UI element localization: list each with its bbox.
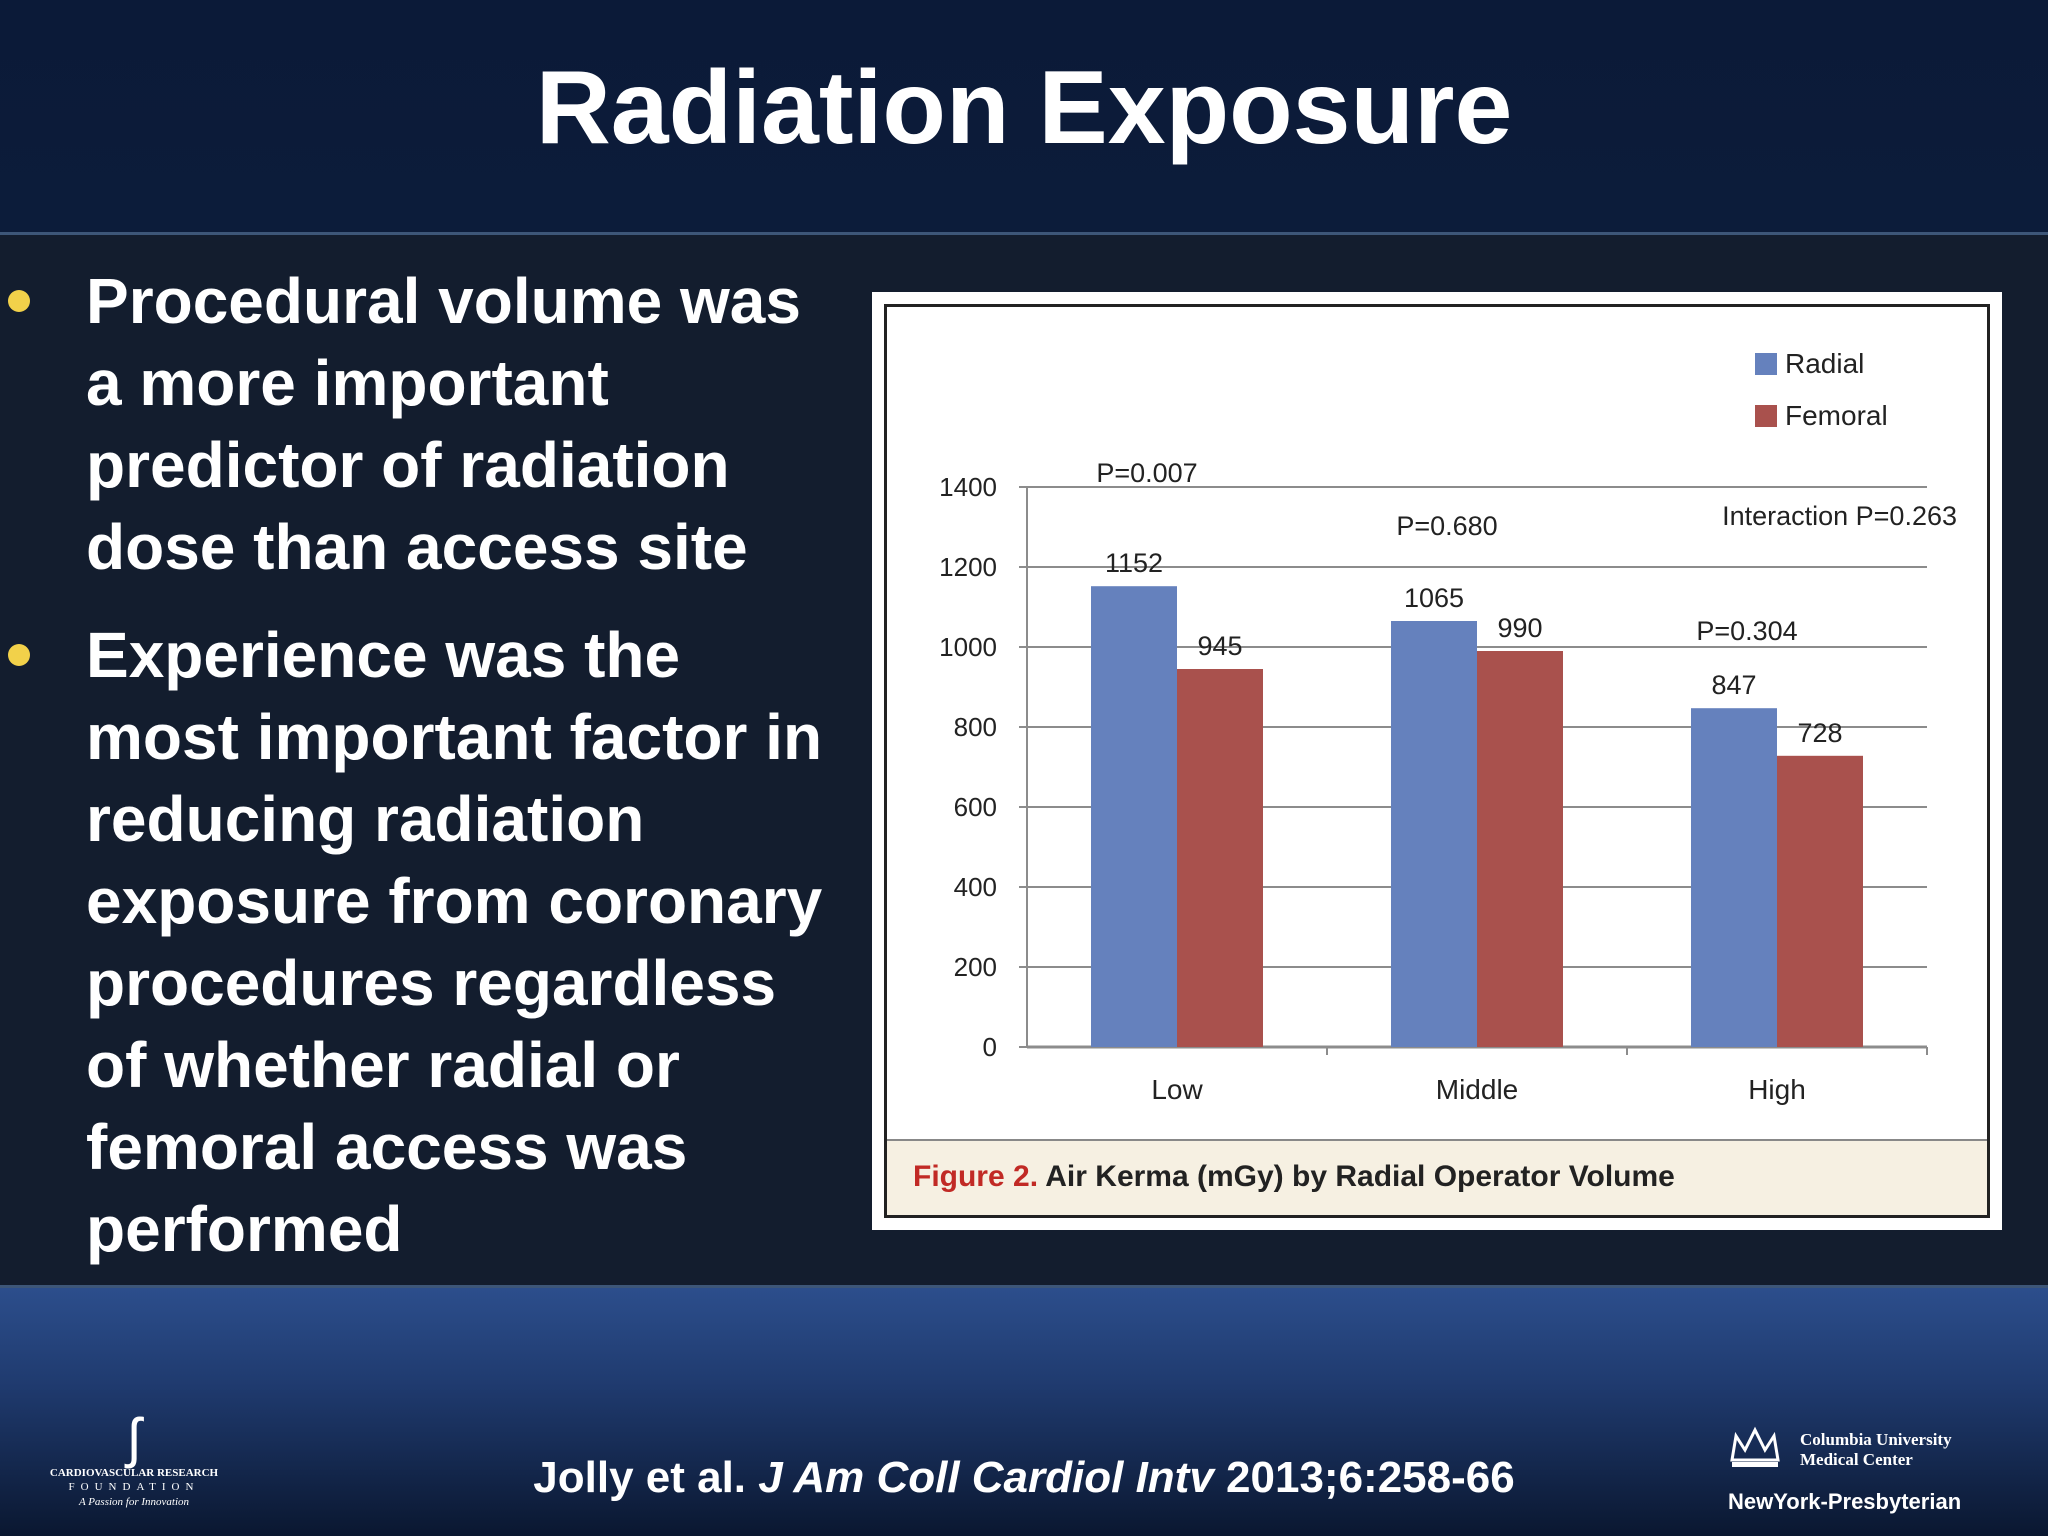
slide-title: Radiation Exposure	[535, 50, 1513, 166]
figure-caption: Figure 2. Air Kerma (mGy) by Radial Oper…	[887, 1139, 1987, 1215]
crf-logo-foundation: FOUNDATION	[68, 1481, 200, 1493]
x-tick-label: Middle	[1436, 1074, 1518, 1105]
y-tick-label: 600	[954, 792, 997, 822]
slide-header: Radiation Exposure	[0, 0, 2048, 232]
crf-logo-name: CARDIOVASCULAR RESEARCH	[49, 1467, 219, 1479]
legend-swatch-femoral	[1755, 405, 1777, 427]
data-label: 990	[1497, 613, 1542, 643]
bar-chart: 0 200 400 600 800 1000 1200 1400 Low 1152 945 P=0.0…	[939, 348, 1957, 1105]
nyp-logo-text: NewYork-Presbyterian	[1728, 1489, 1962, 1514]
p-value-label: P=0.680	[1396, 511, 1497, 541]
p-value-label: P=0.304	[1696, 616, 1797, 646]
citation-journal: J Am Coll Cardiol Intv	[758, 1453, 1214, 1502]
data-label: 847	[1711, 670, 1756, 700]
legend-label-radial: Radial	[1785, 348, 1864, 379]
bullet-text: Experience was the most important factor…	[86, 619, 823, 1265]
y-tick-label: 1000	[939, 632, 997, 662]
bullet-dot-icon	[8, 644, 30, 666]
figure-caption-label: Figure 2.	[913, 1160, 1039, 1193]
bar-femoral	[1777, 755, 1863, 1047]
crf-logo: ʃ CARDIOVASCULAR RESEARCH FOUNDATION A P…	[34, 1410, 234, 1520]
interaction-label: Interaction P=0.263	[1722, 501, 1957, 531]
bullet-item: Procedural volume was a more important p…	[0, 260, 840, 588]
columbia-logo-line2: Medical Center	[1800, 1450, 1913, 1469]
y-tick-label: 1400	[939, 472, 997, 502]
y-tick-label: 0	[983, 1032, 997, 1062]
citation-reference: 2013;6:258-66	[1226, 1453, 1515, 1502]
citation-authors: Jolly et al.	[533, 1453, 747, 1502]
columbia-logo-text: Columbia University Medical Center	[1800, 1430, 1952, 1470]
bar-femoral	[1477, 651, 1563, 1047]
bar-radial	[1691, 708, 1777, 1047]
data-label: 1152	[1105, 548, 1163, 578]
bar-femoral	[1177, 669, 1263, 1047]
data-label: 945	[1197, 631, 1242, 661]
bar-radial	[1091, 586, 1177, 1047]
columbia-nyp-logo: Columbia University Medical Center NewYo…	[1728, 1426, 2028, 1526]
data-label: 728	[1797, 718, 1842, 748]
figure-panel: 0 200 400 600 800 1000 1200 1400 Low 1152 945 P=0.0…	[872, 292, 2002, 1230]
columbia-logo-line1: Columbia University	[1800, 1430, 1952, 1449]
figure-caption-text: Air Kerma (mGy) by Radial Operator Volum…	[1045, 1160, 1675, 1193]
crown-icon	[1730, 1426, 1780, 1467]
bullet-text: Procedural volume was a more important p…	[86, 265, 801, 583]
y-tick-label: 400	[954, 872, 997, 902]
crf-swirl-icon: ʃ	[127, 1406, 141, 1469]
bullet-list: Procedural volume was a more important p…	[0, 260, 840, 1296]
y-tick-label: 200	[954, 952, 997, 982]
slide-footer	[0, 1288, 2048, 1536]
x-tick-label: Low	[1151, 1074, 1203, 1105]
figure-frame: 0 200 400 600 800 1000 1200 1400 Low 1152 945 P=0.0…	[884, 304, 1990, 1218]
y-tick-label: 1200	[939, 552, 997, 582]
bullet-dot-icon	[8, 290, 30, 312]
citation: Jolly et al. J Am Coll Cardiol Intv 2013…	[0, 1450, 2048, 1506]
p-value-label: P=0.007	[1096, 458, 1197, 488]
y-tick-label: 800	[954, 712, 997, 742]
bar-radial	[1391, 621, 1477, 1047]
crf-logo-tagline: A Passion for Innovation	[78, 1496, 190, 1508]
data-label: 1065	[1404, 583, 1464, 613]
legend-label-femoral: Femoral	[1785, 400, 1888, 431]
x-tick-label: High	[1748, 1074, 1806, 1105]
legend-swatch-radial	[1755, 353, 1777, 375]
bullet-item: Experience was the most important factor…	[0, 614, 840, 1270]
